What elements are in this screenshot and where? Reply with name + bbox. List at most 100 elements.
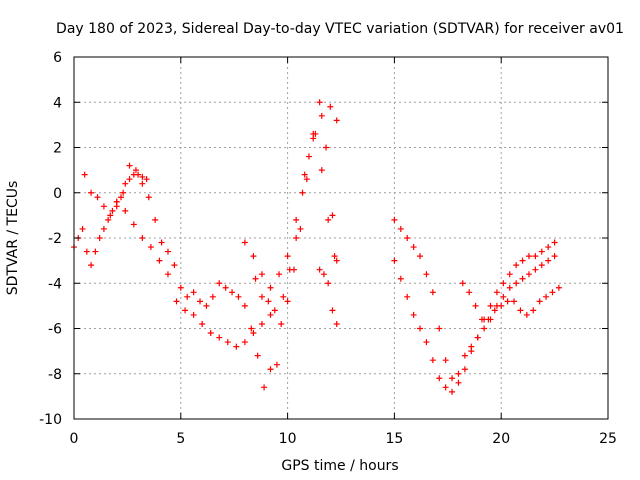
data-point — [301, 171, 308, 178]
data-point — [276, 271, 283, 278]
y-tick-label: 0 — [53, 186, 62, 202]
data-point — [517, 307, 524, 314]
data-point — [164, 248, 171, 255]
data-point — [158, 239, 165, 246]
data-point — [423, 271, 430, 278]
data-point — [88, 262, 95, 269]
data-point — [105, 216, 112, 223]
data-point — [267, 366, 274, 373]
series-trace-a — [71, 171, 150, 269]
series-trace-d — [241, 103, 340, 291]
data-point — [551, 239, 558, 246]
y-tick-label: 4 — [53, 95, 62, 111]
data-point — [222, 284, 229, 291]
data-point — [145, 194, 152, 201]
data-point — [258, 271, 265, 278]
data-point — [293, 235, 300, 241]
data-point — [487, 302, 494, 309]
data-point — [209, 293, 216, 300]
data-point — [329, 307, 336, 314]
data-point — [523, 311, 530, 318]
data-point — [472, 302, 479, 309]
data-point — [404, 293, 411, 300]
data-point — [79, 225, 86, 232]
data-point — [329, 212, 336, 219]
y-axis-label: SDTVAR / TECUs — [5, 181, 21, 296]
y-tick-label: -8 — [48, 367, 62, 383]
data-point — [305, 153, 312, 160]
data-point — [96, 235, 103, 241]
data-point — [235, 293, 242, 300]
data-point — [468, 348, 475, 355]
data-point — [481, 325, 488, 332]
y-tick-label: -4 — [48, 276, 62, 292]
data-point — [474, 334, 481, 341]
data-point — [216, 334, 223, 341]
data-point — [333, 117, 340, 124]
series-trace-e — [252, 99, 340, 327]
data-point — [423, 339, 430, 346]
data-point — [197, 298, 204, 305]
data-point — [461, 366, 468, 373]
data-point — [286, 266, 293, 273]
data-point — [318, 167, 325, 174]
data-point — [100, 225, 107, 232]
data-point — [485, 316, 492, 323]
y-tick-label: 6 — [53, 50, 62, 66]
data-point — [113, 198, 120, 205]
series-trace-f — [280, 130, 338, 300]
data-point — [271, 307, 278, 314]
data-point — [107, 212, 114, 219]
data-point — [417, 253, 424, 260]
data-point — [303, 176, 310, 183]
data-point — [316, 266, 323, 273]
data-point — [442, 357, 449, 364]
data-point — [250, 330, 257, 337]
data-point — [538, 262, 545, 269]
data-point — [241, 302, 248, 309]
y-tick-label: -2 — [48, 231, 62, 247]
data-point — [316, 99, 323, 106]
data-point — [493, 289, 500, 296]
data-point — [449, 375, 456, 382]
data-point — [120, 189, 127, 196]
data-point — [331, 253, 338, 260]
data-point — [506, 271, 513, 278]
data-point — [126, 162, 133, 169]
data-point — [397, 225, 404, 232]
data-point — [182, 307, 189, 314]
data-point — [216, 280, 223, 287]
y-tick-label: -6 — [48, 322, 62, 338]
data-point — [555, 284, 562, 291]
data-point — [199, 320, 206, 327]
series-trace-j — [459, 280, 562, 323]
x-tick-label: 15 — [385, 431, 403, 447]
data-point — [100, 203, 107, 210]
data-point — [459, 280, 466, 287]
axis-ticks: 0 5 10 15 20 25 -10 -8 -6 -4 -2 0 2 4 6 — [39, 50, 617, 447]
data-point — [284, 253, 291, 260]
data-point — [139, 180, 146, 187]
data-point — [267, 284, 274, 291]
data-point — [543, 293, 550, 300]
data-point — [265, 298, 272, 305]
data-point — [513, 262, 520, 269]
data-point — [513, 280, 520, 287]
data-point — [254, 352, 261, 359]
data-point — [83, 248, 90, 255]
data-point — [284, 298, 291, 305]
data-point — [327, 103, 334, 110]
data-point — [233, 343, 240, 350]
data-point — [519, 275, 526, 282]
data-point — [391, 216, 398, 223]
data-point — [536, 298, 543, 305]
data-point — [297, 225, 304, 232]
data-point — [184, 293, 191, 300]
data-point — [318, 112, 325, 119]
data-point — [410, 311, 417, 318]
data-point — [203, 302, 210, 309]
series-trace-c — [113, 198, 274, 350]
data-point — [404, 235, 411, 241]
x-tick-label: 20 — [492, 431, 510, 447]
series-trace-g — [316, 266, 340, 327]
